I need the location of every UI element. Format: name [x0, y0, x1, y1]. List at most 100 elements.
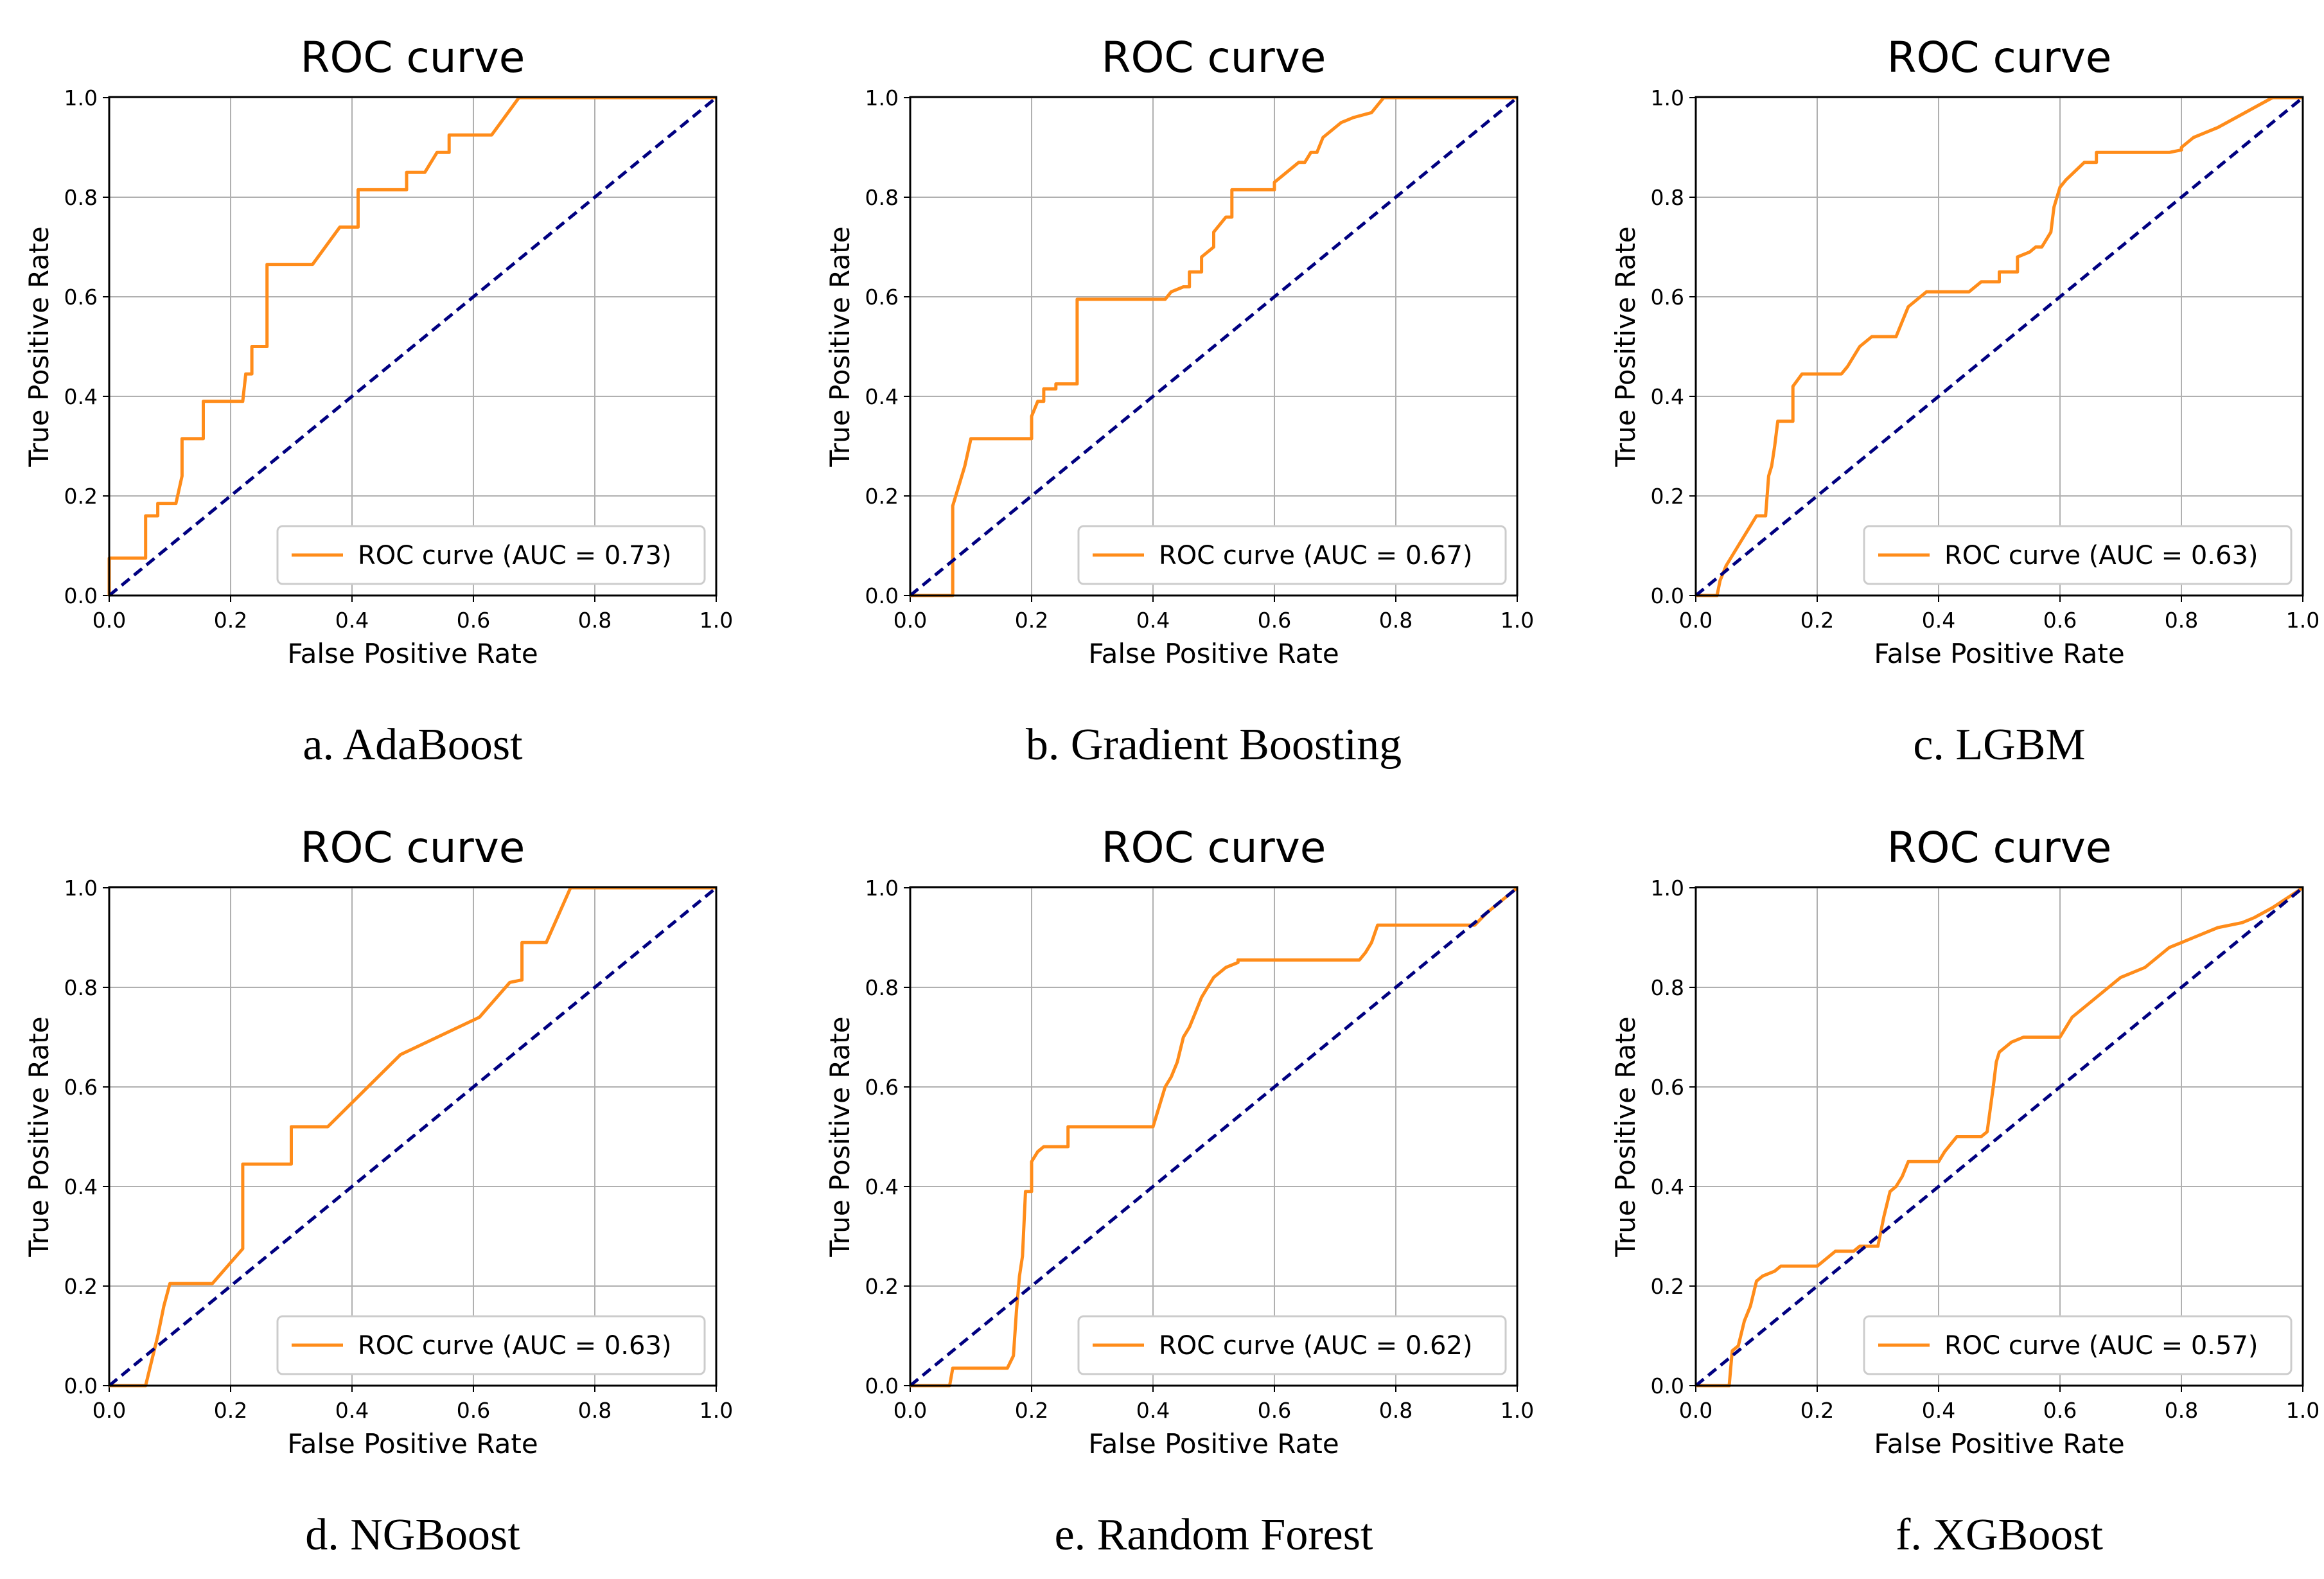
panel-caption: a. AdaBoost [303, 720, 523, 770]
y-tick-label: 0.4 [1651, 1174, 1684, 1199]
chance-diagonal-line [909, 887, 1519, 1387]
panel-caption: c. LGBM [1913, 720, 2085, 770]
chart-panel-b: 0.0 0.2 0.4 0.6 0.8 1.0 0.0 0.2 0.4 0.6 0.8 1.0 ROC … [824, 33, 1534, 770]
chart-panel-a: 0.0 0.2 0.4 0.6 0.8 1.0 0.0 0.2 0.4 0.6 0.8 1.0 ROC … [23, 33, 733, 770]
y-tick-label: 0.8 [865, 975, 899, 1000]
y-tick-label: 0.2 [64, 1274, 98, 1299]
axes-frame [108, 96, 717, 597]
chance-diagonal-line [909, 96, 1519, 597]
legend-box [1863, 525, 2293, 585]
x-tick-label: 0.8 [578, 608, 612, 633]
legend-box [1077, 525, 1507, 585]
y-tick-label: 0.0 [64, 1373, 98, 1398]
y-tick-label: 0.6 [865, 1075, 899, 1100]
axes-frame [909, 96, 1519, 597]
legend: ROC curve (AUC = 0.63) [1863, 525, 2293, 585]
chart-title: ROC curve [1887, 823, 2112, 872]
legend-label: ROC curve (AUC = 0.73) [358, 541, 672, 570]
legend-label: ROC curve (AUC = 0.62) [1159, 1331, 1473, 1361]
x-tick-label: 0.2 [1015, 1398, 1048, 1423]
x-axis-label: False Positive Rate [1088, 638, 1339, 669]
axes-frame [1695, 96, 2304, 597]
y-axis-label: True Positive Rate [824, 226, 856, 467]
x-axis-label: False Positive Rate [287, 1428, 538, 1460]
axes-frame [909, 886, 1519, 1387]
x-tick-label: 0.8 [2165, 1398, 2198, 1423]
x-tick-label: 0.0 [1679, 1398, 1712, 1423]
roc-curve-line [910, 887, 1519, 1388]
x-tick-label: 0.4 [1136, 608, 1170, 633]
y-tick-label: 1.0 [64, 876, 98, 901]
y-tick-label: 1.0 [865, 876, 899, 901]
y-tick-label: 0.4 [1651, 384, 1684, 409]
chart-panel-d: 0.0 0.2 0.4 0.6 0.8 1.0 0.0 0.2 0.4 0.6 0.8 1.0 ROC … [23, 823, 733, 1560]
y-tick-label: 0.6 [64, 285, 98, 310]
x-tick-label: 0.2 [214, 1398, 247, 1423]
y-tick-label: 0.8 [865, 185, 899, 210]
y-tick-label: 0.0 [1651, 1373, 1684, 1398]
y-tick-label: 0.2 [865, 1274, 899, 1299]
x-tick-label: 0.6 [1258, 1398, 1291, 1423]
chart-panel-e: 0.0 0.2 0.4 0.6 0.8 1.0 0.0 0.2 0.4 0.6 0.8 1.0 ROC … [824, 823, 1534, 1560]
legend-label: ROC curve (AUC = 0.63) [1944, 541, 2258, 570]
chart-title: ROC curve [301, 823, 525, 872]
y-axis-label: True Positive Rate [23, 1016, 55, 1257]
chance-diagonal-line [108, 96, 717, 597]
y-tick-label: 1.0 [1651, 85, 1684, 110]
chart-title: ROC curve [1102, 823, 1326, 872]
y-tick-label: 0.4 [865, 384, 899, 409]
x-axis-label: False Positive Rate [287, 638, 538, 669]
y-tick-label: 0.2 [64, 484, 98, 509]
x-tick-label: 1.0 [700, 608, 733, 633]
roc-curve-line [109, 886, 716, 1388]
legend: ROC curve (AUC = 0.62) [1077, 1315, 1507, 1375]
chart-title: ROC curve [1102, 33, 1326, 82]
y-tick-label: 1.0 [64, 85, 98, 110]
x-tick-label: 0.4 [1922, 1398, 1955, 1423]
y-tick-label: 0.2 [1651, 484, 1684, 509]
chance-diagonal-line [108, 887, 717, 1387]
y-tick-label: 0.6 [1651, 285, 1684, 310]
x-tick-label: 0.8 [1379, 1398, 1413, 1423]
x-tick-label: 0.0 [894, 1398, 927, 1423]
x-tick-label: 0.8 [1379, 608, 1413, 633]
roc-curve-line [107, 96, 716, 595]
legend-label: ROC curve (AUC = 0.63) [358, 1331, 672, 1361]
x-axis-label: False Positive Rate [1874, 638, 2124, 669]
x-tick-label: 0.8 [2165, 608, 2198, 633]
legend-box [276, 525, 706, 585]
roc-curve-line [910, 96, 1517, 597]
chart-panel-c: 0.0 0.2 0.4 0.6 0.8 1.0 0.0 0.2 0.4 0.6 0.8 1.0 ROC … [1610, 33, 2320, 770]
x-tick-label: 0.4 [1136, 1398, 1170, 1423]
chance-diagonal-line [1695, 96, 2304, 597]
y-tick-label: 0.0 [865, 1373, 899, 1398]
panel-caption: e. Random Forest [1055, 1510, 1373, 1560]
y-tick-label: 0.8 [64, 185, 98, 210]
x-tick-label: 0.4 [1922, 608, 1955, 633]
x-tick-label: 0.2 [1800, 608, 1834, 633]
x-tick-label: 0.4 [335, 1398, 369, 1423]
y-tick-label: 0.2 [1651, 1274, 1684, 1299]
x-tick-label: 1.0 [2286, 608, 2320, 633]
legend: ROC curve (AUC = 0.63) [276, 1315, 706, 1375]
x-tick-label: 0.6 [2043, 1398, 2077, 1423]
roc-curve-line [1696, 96, 2303, 597]
axes-frame [1695, 886, 2304, 1387]
x-tick-label: 1.0 [1501, 1398, 1534, 1423]
panel-caption: d. NGBoost [305, 1510, 520, 1560]
legend-label: ROC curve (AUC = 0.67) [1159, 541, 1473, 570]
y-tick-label: 0.6 [1651, 1075, 1684, 1100]
chart-title: ROC curve [1887, 33, 2112, 82]
y-tick-label: 0.0 [865, 583, 899, 608]
x-tick-label: 0.6 [2043, 608, 2077, 633]
x-tick-label: 0.2 [214, 608, 247, 633]
x-tick-label: 0.0 [92, 608, 126, 633]
y-tick-label: 1.0 [865, 85, 899, 110]
x-tick-label: 1.0 [1501, 608, 1534, 633]
y-tick-label: 0.6 [865, 285, 899, 310]
panel-caption: f. XGBoost [1896, 1510, 2103, 1560]
x-axis-label: False Positive Rate [1874, 1428, 2124, 1460]
x-tick-label: 0.4 [335, 608, 369, 633]
x-tick-label: 0.0 [1679, 608, 1712, 633]
